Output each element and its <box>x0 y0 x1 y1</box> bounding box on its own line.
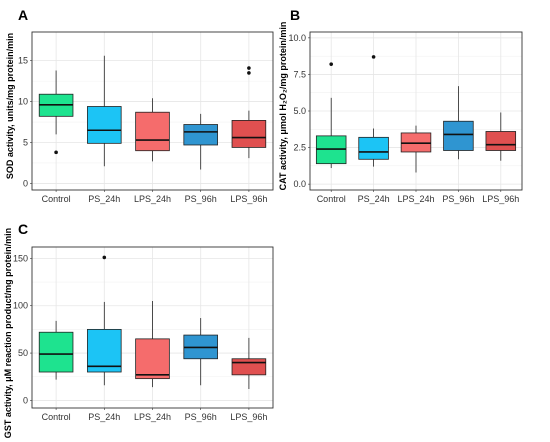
panel-a: A SOD activity, units/mg protein/min 0 5 1… <box>5 7 274 204</box>
outlier-point <box>247 71 251 75</box>
box-ps-96h <box>443 120 474 151</box>
outlier-point <box>102 255 107 260</box>
y-tick-label: 5 <box>23 138 28 148</box>
box-control <box>38 331 74 373</box>
y-tick-label: 0 <box>23 178 28 188</box>
plot-frame <box>309 31 523 191</box>
x-tick-label: Control <box>42 194 71 204</box>
y-tick-label: 5.0 <box>293 106 306 116</box>
outlier-point <box>371 55 376 59</box>
y-tick-label: 50 <box>18 348 28 358</box>
y-tick-label: 100 <box>13 301 28 311</box>
plot-frame <box>31 246 274 409</box>
outlier-point <box>54 150 58 155</box>
panel-b: B CAT activity, μmol H₂O₂/mg protein/min… <box>278 7 523 204</box>
x-tick-label: PS_96h <box>185 412 217 422</box>
box-lps-96h <box>231 358 267 376</box>
outlier-point <box>329 62 334 66</box>
y-axis-label-b: CAT activity, μmol H₂O₂/mg protein/min <box>278 22 288 191</box>
box-lps-24h <box>135 111 170 152</box>
box-lps-24h <box>135 338 170 380</box>
y-tick-label: 0 <box>23 395 28 405</box>
box-ps-24h <box>87 106 122 144</box>
x-tick-label: PS_24h <box>358 194 390 204</box>
x-tick-label: Control <box>317 194 346 204</box>
outlier-point <box>247 66 251 70</box>
panel-label-a: A <box>18 7 28 23</box>
box-lps-96h <box>231 120 267 148</box>
y-tick-label: 10.0 <box>288 33 306 43</box>
y-tick-label: 0.0 <box>293 179 306 189</box>
panel-label-b: B <box>290 7 300 23</box>
y-tick-label: 15 <box>18 56 28 66</box>
x-tick-label: PS_24h <box>88 194 120 204</box>
y-axis-label-c: GST activity, μM reaction product/mg pro… <box>3 228 13 438</box>
x-tick-label: LPS_96h <box>482 194 519 204</box>
y-tick-label: 150 <box>13 253 28 263</box>
y-tick-label: 10 <box>18 97 28 107</box>
box-lps-96h <box>485 131 517 151</box>
x-tick-label: PS_96h <box>185 194 217 204</box>
x-tick-label: LPS_24h <box>134 412 171 422</box>
panel-label-c: C <box>18 221 28 237</box>
x-tick-label: LPS_24h <box>134 194 171 204</box>
y-tick-label: 2.5 <box>293 143 306 153</box>
box-ps-96h <box>183 124 218 146</box>
y-axis-label-a: SOD activity, units/mg protein/min <box>5 33 15 179</box>
plot-frame <box>31 31 274 191</box>
x-tick-label: Control <box>42 412 71 422</box>
y-tick-label: 7.5 <box>293 69 306 79</box>
x-tick-label: LPS_96h <box>230 412 267 422</box>
box-ps-24h <box>358 136 389 160</box>
x-tick-label: PS_96h <box>442 194 474 204</box>
box-ps-24h <box>87 328 122 373</box>
panel-c: C GST activity, μM reaction product/mg p… <box>3 221 274 438</box>
x-tick-label: LPS_96h <box>230 194 267 204</box>
x-tick-label: PS_24h <box>88 412 120 422</box>
x-tick-label: LPS_24h <box>397 194 434 204</box>
